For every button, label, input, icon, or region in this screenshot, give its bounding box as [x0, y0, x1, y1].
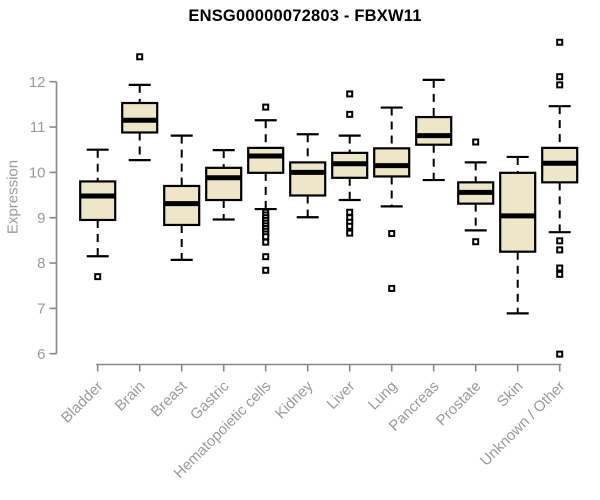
boxplot-liver	[331, 90, 369, 237]
boxplot-gastric	[205, 149, 243, 221]
outlier-point	[472, 138, 480, 146]
outlier-point	[556, 81, 564, 89]
boxplot-pancreas	[415, 78, 453, 182]
x-tick-label-skin: Skin	[494, 378, 527, 411]
outlier-point	[136, 53, 144, 61]
iqr-box	[205, 166, 243, 202]
outlier-point	[556, 350, 564, 358]
y-tick-label-12: 12	[29, 74, 46, 91]
iqr-box	[289, 161, 327, 197]
outlier-point	[346, 222, 354, 230]
boxplot-brain	[121, 53, 159, 162]
boxplot-prostate	[457, 138, 495, 246]
iqr-box	[79, 180, 117, 222]
outlier-point	[346, 90, 354, 98]
iqr-box	[247, 146, 285, 174]
outlier-point	[262, 238, 270, 246]
x-tick-label-lung: Lung	[365, 378, 401, 414]
x-tick-label-prostate: Prostate	[433, 378, 485, 430]
outlier-point	[472, 238, 480, 246]
outlier-point	[262, 266, 270, 274]
outlier-point	[556, 246, 564, 254]
outlier-point	[346, 229, 354, 237]
outlier-point	[262, 233, 270, 241]
boxplot-kidney	[289, 133, 327, 219]
iqr-box	[373, 147, 411, 178]
outlier-point	[94, 273, 102, 281]
outlier-point	[262, 253, 270, 261]
outlier-point	[556, 38, 564, 46]
outlier-point	[388, 284, 396, 292]
outlier-point	[556, 73, 564, 81]
y-tick-label-7: 7	[37, 301, 45, 318]
outlier-point	[346, 208, 354, 216]
outlier-point	[346, 110, 354, 118]
boxplot-bladder	[79, 148, 117, 281]
boxplot-lung	[373, 106, 411, 292]
x-tick-label-breast: Breast	[148, 377, 191, 420]
outlier-point	[262, 103, 270, 111]
iqr-box	[499, 171, 537, 253]
outlier-point	[556, 237, 564, 245]
x-tick-label-brain: Brain	[112, 378, 149, 415]
boxplot-breast	[163, 134, 201, 261]
iqr-box	[415, 115, 453, 146]
y-tick-label-11: 11	[30, 119, 46, 136]
boxplot-skin	[499, 155, 537, 315]
outlier-point	[388, 230, 396, 238]
outlier-point	[556, 270, 564, 278]
x-tick-label-bladder: Bladder	[58, 378, 107, 427]
outlier-point	[556, 264, 564, 272]
y-tick-label-9: 9	[37, 210, 45, 227]
boxplot-hematopoietic-cells	[247, 103, 285, 274]
chart-title: ENSG00000072803 - FBXW11	[188, 7, 422, 25]
y-tick-label-10: 10	[29, 165, 46, 182]
y-axis-title: Expression	[4, 159, 22, 235]
boxplot-unknown-other	[541, 38, 579, 358]
y-tick-label-6: 6	[37, 346, 45, 363]
x-tick-label-kidney: Kidney	[272, 377, 317, 422]
y-tick-label-8: 8	[37, 255, 45, 272]
x-tick-label-liver: Liver	[324, 378, 359, 413]
